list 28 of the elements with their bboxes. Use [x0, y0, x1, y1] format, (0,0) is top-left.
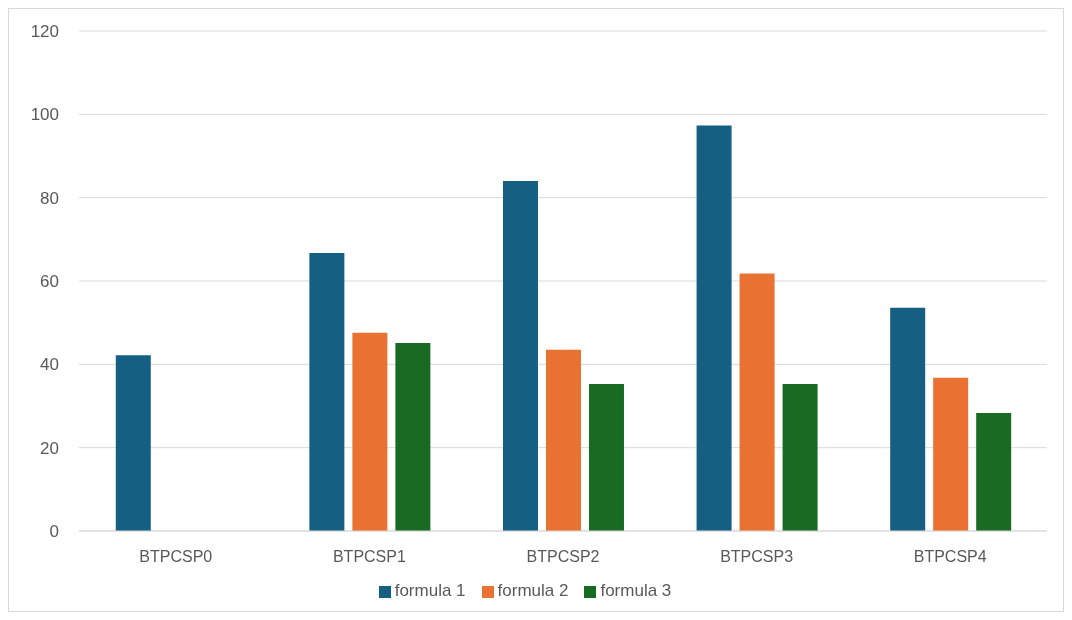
x-tick-label: BTPCSP0 — [139, 548, 213, 566]
bar — [395, 343, 431, 531]
legend-label: formula 2 — [497, 581, 569, 600]
bar — [115, 355, 151, 531]
bar — [309, 253, 345, 531]
bar — [933, 377, 969, 531]
legend-label: formula 3 — [600, 581, 672, 600]
bar — [588, 383, 624, 531]
y-tick-label: 120 — [30, 22, 59, 42]
x-tick-label: BTPCSP4 — [913, 548, 987, 566]
y-tick-label: 60 — [40, 272, 59, 292]
x-tick-label: BTPCSP2 — [526, 548, 600, 566]
bar — [782, 383, 818, 531]
x-tick-label: BTPCSP1 — [332, 548, 406, 566]
y-tick-label: 40 — [40, 355, 59, 375]
bar — [696, 125, 732, 531]
y-tick-label: 100 — [30, 105, 59, 125]
bar — [739, 273, 775, 531]
bar — [502, 181, 538, 531]
bar — [352, 332, 388, 531]
bar — [976, 413, 1012, 531]
bar — [890, 307, 926, 531]
bar — [545, 349, 581, 531]
x-tick-label: BTPCSP3 — [720, 548, 794, 566]
y-tick-label: 20 — [40, 438, 59, 458]
y-tick-label: 0 — [49, 522, 59, 542]
y-tick-label: 80 — [40, 188, 59, 208]
legend-label: formula 1 — [394, 581, 466, 600]
